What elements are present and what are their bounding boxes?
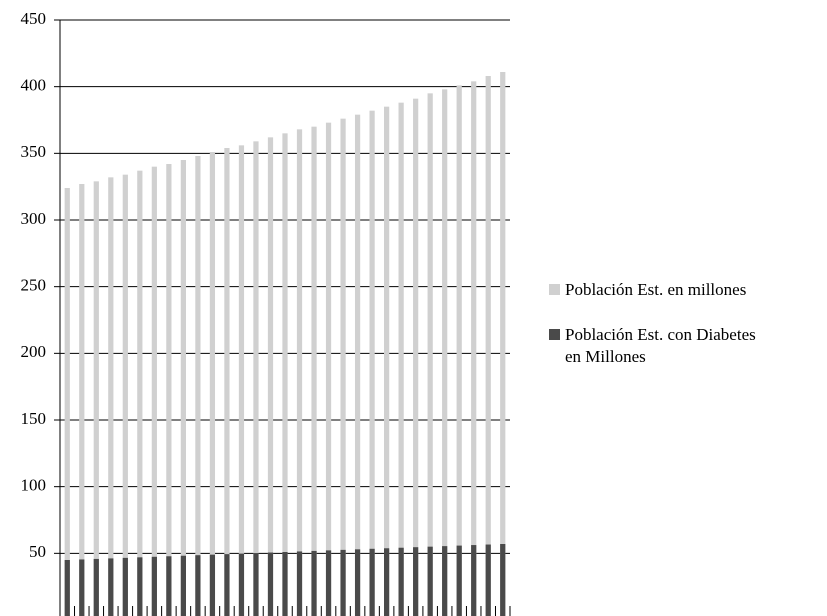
bar: [456, 545, 462, 616]
bar: [166, 164, 172, 616]
bar: [354, 114, 361, 616]
bar: [238, 145, 245, 616]
bar: [384, 548, 390, 616]
bar: [398, 102, 404, 616]
bar: [137, 170, 143, 616]
bar: [209, 554, 216, 616]
bar: [151, 166, 157, 616]
bar: [471, 81, 477, 616]
bar: [340, 549, 346, 616]
y-tick-label: 50: [29, 542, 46, 561]
y-tick-label: 450: [21, 9, 47, 28]
bar: [209, 152, 216, 616]
bar: [340, 118, 346, 616]
bar: [485, 544, 491, 616]
y-tick-label: 250: [21, 276, 47, 295]
bar: [122, 557, 128, 616]
bar: [427, 93, 433, 616]
bar: [180, 555, 186, 616]
bar: [471, 545, 477, 616]
bar: [500, 544, 506, 616]
bar: [442, 89, 448, 616]
y-tick-label: 100: [21, 476, 47, 495]
bar: [311, 126, 317, 616]
bar: [413, 547, 419, 616]
bar: [282, 552, 288, 616]
bar: [296, 551, 303, 616]
bar: [267, 552, 274, 616]
bar: [384, 106, 390, 616]
legend-item: Población Est. con Diabetes en Millones: [549, 324, 765, 368]
legend-item: Población Est. en millones: [549, 279, 765, 301]
bar: [79, 184, 85, 616]
bar: [369, 548, 375, 616]
bar: [151, 556, 157, 616]
y-tick-label: 150: [21, 409, 47, 428]
bar: [413, 98, 419, 616]
bar: [108, 558, 114, 616]
bar: [354, 549, 361, 616]
bar: [427, 546, 433, 616]
bar: [485, 76, 491, 616]
y-tick-label: 200: [21, 342, 47, 361]
legend-label: Población Est. en millones: [565, 280, 747, 299]
bar: [166, 556, 172, 616]
bar: [398, 547, 404, 616]
bar: [442, 546, 448, 616]
bar: [137, 557, 143, 616]
bar: [253, 553, 259, 616]
bar: [224, 148, 230, 616]
bar: [180, 160, 186, 616]
bar: [122, 174, 128, 616]
bar: [369, 110, 375, 616]
bar: [296, 129, 303, 616]
bar: [282, 133, 288, 616]
legend-label: Población Est. con Diabetes en Millones: [565, 325, 756, 366]
bar: [93, 558, 99, 616]
legend-swatch: [549, 329, 560, 340]
bar: [64, 188, 70, 616]
y-tick-label: 350: [21, 142, 47, 161]
bar: [325, 122, 332, 616]
bar: [64, 560, 70, 616]
bar: [311, 550, 317, 616]
bar: [79, 559, 85, 616]
bar: [325, 550, 332, 616]
bar: [238, 553, 245, 616]
bar: [195, 156, 201, 616]
bar: [224, 554, 230, 616]
bar: [267, 137, 274, 616]
bar: [456, 85, 462, 616]
legend: Población Est. en millones Población Est.…: [549, 279, 765, 391]
y-tick-label: 300: [21, 209, 47, 228]
bar: [253, 141, 259, 616]
y-tick-label: 400: [21, 76, 47, 95]
bar: [93, 181, 99, 616]
bar: [195, 555, 201, 616]
legend-swatch: [549, 284, 560, 295]
bar: [108, 177, 114, 616]
bar: [500, 72, 506, 616]
